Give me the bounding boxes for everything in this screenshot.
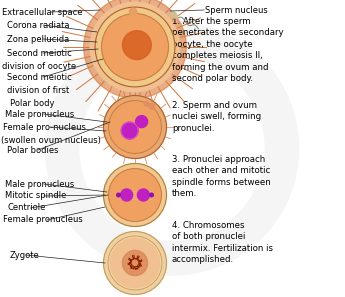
Text: division of first: division of first <box>7 86 69 94</box>
Circle shape <box>148 103 155 109</box>
Text: Male pronucleus: Male pronucleus <box>5 110 74 119</box>
Circle shape <box>136 116 148 128</box>
Text: Sperm nucleus: Sperm nucleus <box>205 6 268 15</box>
Text: Corona radiata: Corona radiata <box>7 20 69 29</box>
Text: Zygote: Zygote <box>10 250 40 260</box>
Text: Polar bodies: Polar bodies <box>7 146 59 154</box>
Circle shape <box>101 14 168 80</box>
Circle shape <box>109 101 161 153</box>
Circle shape <box>95 7 175 87</box>
Circle shape <box>122 250 148 276</box>
Text: Mitotic spindle: Mitotic spindle <box>5 192 66 200</box>
Text: division of oocyte: division of oocyte <box>2 61 76 70</box>
Circle shape <box>129 8 137 16</box>
Text: 1. After the sperm
penetrates the secondary
oocyte, the oocyte
completes meiosis: 1. After the sperm penetrates the second… <box>172 17 284 83</box>
Text: 2. Sperm and ovum
nuclei swell, forming
pronuclei.: 2. Sperm and ovum nuclei swell, forming … <box>172 101 261 133</box>
Text: Second meiotic: Second meiotic <box>7 72 72 81</box>
Text: 3. Pronuclei approach
each other and mitotic
spindle forms between
them.: 3. Pronuclei approach each other and mit… <box>172 155 271 198</box>
Circle shape <box>150 193 153 197</box>
Text: Female pro-nucleus: Female pro-nucleus <box>3 122 86 132</box>
Text: Male pronucleus: Male pronucleus <box>5 179 74 189</box>
Circle shape <box>104 96 167 159</box>
Text: Extracellular space: Extracellular space <box>2 7 82 17</box>
Ellipse shape <box>170 11 177 18</box>
Text: (swollen ovum nucleus): (swollen ovum nucleus) <box>1 135 101 145</box>
Circle shape <box>121 189 132 201</box>
Circle shape <box>144 101 149 106</box>
Circle shape <box>90 2 180 92</box>
Text: 4. Chromosomes
of both pronuclei
intermix. Fertilization is
accomplished.: 4. Chromosomes of both pronuclei intermi… <box>172 221 273 264</box>
Text: Centriole: Centriole <box>7 203 46 212</box>
Circle shape <box>121 122 138 139</box>
Circle shape <box>117 193 120 197</box>
Circle shape <box>104 164 167 227</box>
Text: Second meiotic: Second meiotic <box>7 48 72 58</box>
Circle shape <box>84 0 186 98</box>
Circle shape <box>109 169 161 221</box>
Circle shape <box>137 189 149 201</box>
Text: Zona pellucida: Zona pellucida <box>7 34 69 43</box>
Circle shape <box>122 31 151 59</box>
Circle shape <box>110 238 160 287</box>
Text: Polar body: Polar body <box>10 99 55 108</box>
Text: Female pronucleus: Female pronucleus <box>3 216 83 225</box>
Circle shape <box>104 231 167 295</box>
